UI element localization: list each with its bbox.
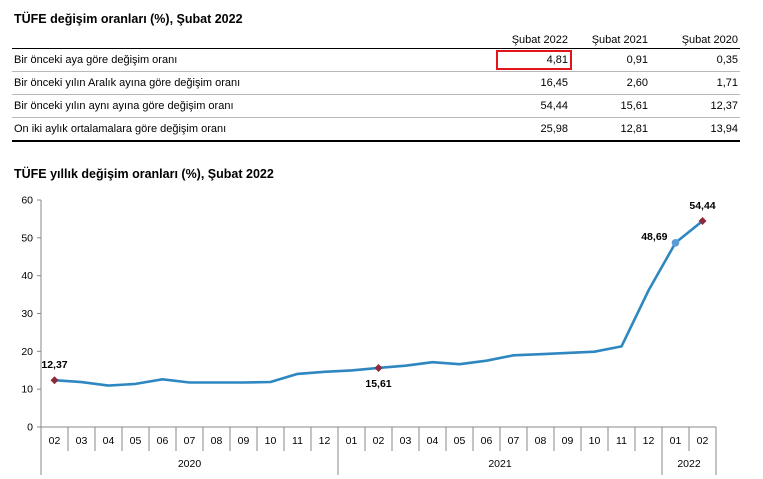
- y-tick-label: 10: [21, 384, 33, 396]
- x-tick-label: 01: [670, 435, 682, 447]
- x-tick-label: 03: [76, 435, 88, 447]
- table-cell: 2,60: [570, 71, 650, 95]
- x-tick-label: 05: [130, 435, 142, 447]
- x-tick-label: 12: [643, 435, 655, 447]
- x-tick-label: 10: [589, 435, 601, 447]
- x-year-label: 2022: [677, 458, 701, 470]
- x-tick-label: 04: [103, 435, 115, 447]
- table-row: On iki aylık ortalamalara göre değişim o…: [12, 117, 740, 142]
- column-header: Şubat 2020: [650, 31, 740, 49]
- data-label: 15,61: [365, 378, 391, 390]
- column-header: Şubat 2022: [480, 31, 570, 49]
- row-label: Bir önceki yılın aynı ayına göre değişim…: [12, 94, 480, 118]
- table-cell: 54,44: [480, 94, 570, 118]
- x-tick-label: 11: [292, 435, 303, 447]
- table-header-row: Şubat 2022 Şubat 2021 Şubat 2020: [12, 31, 740, 49]
- y-tick-label: 40: [21, 270, 33, 282]
- data-point-marker: [50, 376, 59, 385]
- table-cell: 1,71: [650, 71, 740, 95]
- x-year-label: 2021: [488, 458, 512, 470]
- table-cell: 15,61: [570, 94, 650, 118]
- x-tick-label: 07: [508, 435, 520, 447]
- x-tick-label: 01: [346, 435, 358, 447]
- y-tick-label: 20: [21, 346, 33, 358]
- highlighted-cell: 4,81: [480, 48, 572, 72]
- table-cell: 13,94: [650, 117, 740, 142]
- table-header-corner: [12, 31, 480, 49]
- x-tick-label: 09: [562, 435, 574, 447]
- table-cell: 0,91: [570, 48, 650, 72]
- chart-title: TÜFE yıllık değişim oranları (%), Şubat …: [14, 167, 274, 181]
- x-tick-label: 06: [481, 435, 493, 447]
- x-tick-label: 11: [616, 435, 627, 447]
- x-tick-label: 05: [454, 435, 466, 447]
- data-label: 54,44: [689, 200, 715, 212]
- x-tick-label: 02: [49, 435, 61, 447]
- column-header: Şubat 2021: [570, 31, 650, 49]
- x-tick-label: 07: [184, 435, 196, 447]
- data-point-marker: [671, 238, 680, 247]
- x-tick-label: 02: [697, 435, 709, 447]
- x-tick-label: 06: [157, 435, 169, 447]
- table-title: TÜFE değişim oranları (%), Şubat 2022: [14, 12, 243, 26]
- x-tick-label: 08: [211, 435, 223, 447]
- row-label: Bir önceki yılın Aralık ayına göre değiş…: [12, 71, 480, 95]
- x-year-label: 2020: [178, 458, 202, 470]
- x-tick-label: 09: [238, 435, 250, 447]
- table-cell: 16,45: [480, 71, 570, 95]
- row-label: On iki aylık ortalamalara göre değişim o…: [12, 117, 480, 142]
- table-cell: 0,35: [650, 48, 740, 72]
- series-line: [53, 219, 704, 387]
- x-tick-label: 12: [319, 435, 331, 447]
- x-tick-label: 03: [400, 435, 412, 447]
- table-row: Bir önceki yılın aynı ayına göre değişim…: [12, 94, 740, 118]
- data-point-marker: [698, 217, 707, 226]
- x-tick-label: 08: [535, 435, 547, 447]
- x-tick-label: 04: [427, 435, 439, 447]
- data-point-marker: [374, 363, 383, 372]
- rates-table: Şubat 2022 Şubat 2021 Şubat 2020 Bir önc…: [12, 31, 740, 142]
- table-cell: 25,98: [480, 117, 570, 142]
- x-tick-label: 10: [265, 435, 277, 447]
- table-cell: 12,37: [650, 94, 740, 118]
- y-tick-label: 50: [21, 232, 33, 244]
- table-row: Bir önceki yılın Aralık ayına göre değiş…: [12, 71, 740, 95]
- y-tick-label: 0: [27, 422, 33, 434]
- x-tick-label: 02: [373, 435, 385, 447]
- data-label: 12,37: [41, 359, 67, 371]
- y-tick-label: 60: [21, 195, 33, 207]
- data-label: 48,69: [641, 231, 667, 243]
- table-cell: 12,81: [570, 117, 650, 142]
- y-tick-label: 30: [21, 308, 33, 320]
- table-row: Bir önceki aya göre değişim oranı 4,81 0…: [12, 48, 740, 72]
- row-label: Bir önceki aya göre değişim oranı: [12, 48, 480, 72]
- cell-value: 4,81: [546, 54, 568, 66]
